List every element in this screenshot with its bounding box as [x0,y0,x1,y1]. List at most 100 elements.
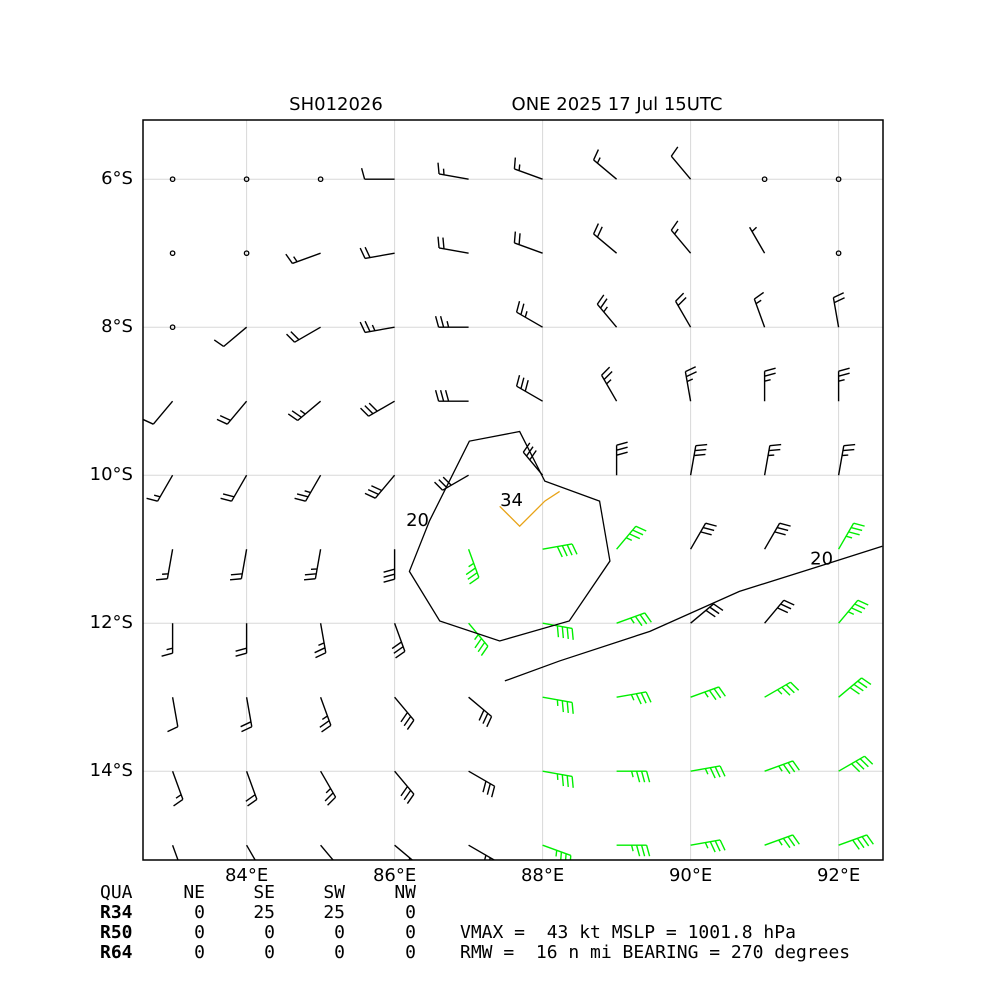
wind-barb [394,770,415,804]
barb-lines [764,834,800,849]
row-label: R50 [100,922,133,943]
title-right: ONE 2025 17 Jul 15UTC [512,94,723,115]
barb-lines [465,548,480,585]
barb-lines [391,622,406,659]
wind-barb [434,316,469,328]
barb-lines [245,770,258,807]
wind-barb [616,525,647,550]
wind-barb [522,442,544,476]
barb-lines [600,366,618,402]
barb-lines [171,770,184,807]
wind-barb [285,252,321,265]
barb-lines [285,252,321,265]
wind-barb [287,400,322,422]
wind-barb [542,622,574,640]
wind-barb [169,324,176,331]
barb-lines [592,223,618,254]
wind-barb [468,696,493,728]
wind-barb [245,770,258,807]
wind-barb [515,300,543,328]
x-tick-label: 84°E [225,865,268,886]
wind-barb [161,623,174,657]
contour-line [504,545,883,682]
wind-barb [838,834,874,850]
barb-lines [837,443,856,476]
calm-marker [243,250,250,257]
wind-barb [359,246,395,260]
radius-value: 0 [194,922,205,943]
barb-lines [838,755,874,773]
barb-lines [513,157,543,180]
wind-barb [314,623,327,659]
wind-barb [763,443,782,476]
wind-barb [542,696,574,714]
wind-barb [835,176,842,183]
barb-lines [319,770,337,806]
wind-barb [437,162,469,180]
wind-barb [764,681,800,698]
contour-line [408,430,611,642]
wind-barb [167,697,179,733]
barb-lines [684,366,697,402]
wind-barb [235,623,248,657]
barb-lines [542,622,574,640]
wind-barb [394,696,415,730]
barb-lines [216,400,248,425]
wind-barb [171,844,179,860]
barb-lines [360,400,395,417]
wind-barb [294,474,322,502]
barb-lines [542,844,572,860]
row-label: R34 [100,902,133,923]
barb-lines [286,326,321,343]
wind-barb [763,522,791,550]
wind-barb [616,844,651,857]
barb-lines [837,522,865,550]
x-tick-label: 86°E [373,865,416,886]
barb-lines [294,474,322,502]
barb-lines [434,390,469,402]
wind-barb [835,250,842,257]
barb-lines [690,765,726,779]
calm-marker [835,176,842,183]
barb-lines [690,839,726,853]
wind-barb [216,400,248,425]
wind-barb [753,291,766,328]
barb-lines [689,522,717,550]
barb-lines [171,844,179,860]
barb-lines [468,696,493,728]
barb-lines [748,226,766,254]
wind-barb [171,770,184,807]
radius-value: 0 [405,942,416,963]
contour-label: 20 [406,510,429,531]
wind-barb [690,839,726,853]
barb-lines [434,474,469,491]
barb-lines [764,599,795,624]
barb-lines [690,603,724,624]
barb-lines [468,844,495,860]
barb-lines [359,246,395,260]
wind-barb [837,522,865,550]
wind-barb [319,770,337,806]
wind-barb [763,367,776,402]
row-label: R64 [100,942,133,963]
radius-value: 0 [334,942,345,963]
wind-barb [616,612,652,627]
wind-barb [684,366,697,402]
wind-barb [360,168,395,180]
storm-info: RMW = 16 n mi BEARING = 270 degrees [460,942,850,963]
wind-barb [761,176,768,183]
radius-value: 0 [334,922,345,943]
wind-barb [670,220,692,254]
barb-lines [146,474,174,502]
wind-barb [542,844,572,860]
barb-lines [592,149,618,180]
wind-barb [838,677,872,698]
barb-lines [513,231,543,254]
wind-barb [169,176,176,183]
ticks: 84°E 86°E 88°E 90°E 92°E 6°S 8°S 10°S 12°S 14°S [90,168,861,886]
wind-barb [383,549,396,583]
x-tick-label: 90°E [669,865,712,886]
wind-barb [155,549,174,581]
barb-lines [245,844,256,860]
